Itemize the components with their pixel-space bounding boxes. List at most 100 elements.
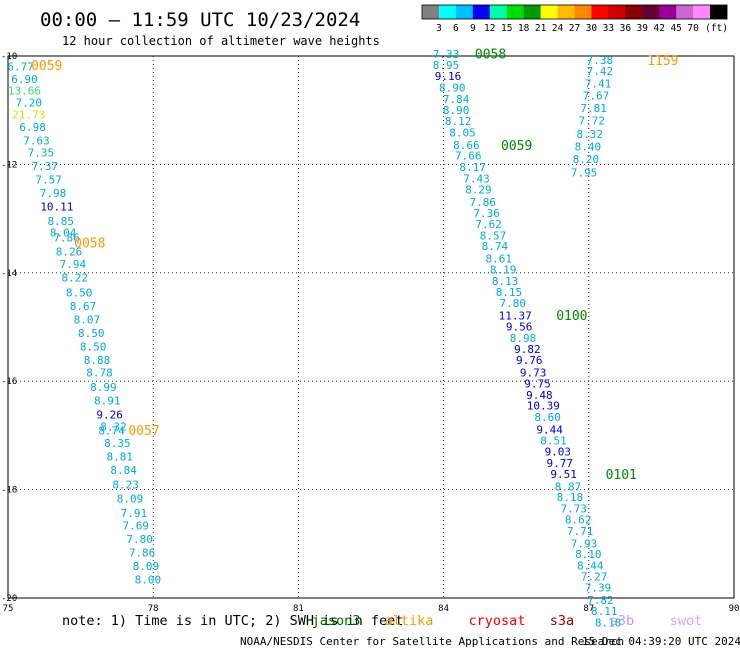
colorbar-tick-label: 18 bbox=[518, 23, 530, 34]
wave-height-point: 8.78 bbox=[86, 367, 113, 380]
wave-height-point: 6.98 bbox=[19, 121, 46, 134]
colorbar-swatch bbox=[455, 5, 474, 19]
colorbar-tick-label: 21 bbox=[535, 23, 547, 34]
wave-height-point: 8.05 bbox=[449, 126, 476, 139]
wave-height-point: 8.35 bbox=[104, 437, 131, 450]
y-tick-label: -10 bbox=[1, 52, 17, 62]
plot-frame bbox=[7, 55, 735, 599]
wave-height-point: 7.66 bbox=[455, 150, 482, 163]
wave-height-point: 8.40 bbox=[575, 141, 602, 154]
y-tick-labels: -10 -12 -14 -16 -18 -20 bbox=[1, 52, 17, 604]
wave-height-point: 8.07 bbox=[74, 313, 101, 326]
wave-height-point: 8.09 bbox=[133, 560, 160, 573]
wave-height-point: 9.26 bbox=[96, 408, 123, 421]
wave-height-point: 8.09 bbox=[117, 492, 144, 505]
wave-height-point: 7.39 bbox=[585, 582, 612, 595]
legend-item-swot: swot bbox=[670, 613, 703, 629]
wave-height-point: 9.51 bbox=[550, 468, 577, 481]
wave-height-point: 8.18 bbox=[557, 491, 584, 504]
x-tick-label: 81 bbox=[293, 604, 304, 614]
colorbar-swatch bbox=[540, 5, 558, 19]
colorbar-tick-label: 6 bbox=[453, 23, 459, 34]
wave-height-point: 7.73 bbox=[561, 503, 588, 516]
wave-height-point: 7.82 bbox=[587, 594, 614, 607]
wave-height-point: 8.32 bbox=[100, 421, 127, 434]
wave-height-point: 7.41 bbox=[585, 78, 612, 91]
wave-height-point: 8.17 bbox=[459, 161, 486, 174]
colorbar-swatch bbox=[693, 5, 711, 19]
footer-timestamp: 15 Dec 04:39:20 UTC 2024 bbox=[582, 635, 740, 648]
wave-height-point: 7.27 bbox=[581, 570, 608, 583]
wave-height-point: 7.86 bbox=[470, 196, 497, 209]
colorbar-tick-label: 33 bbox=[603, 23, 614, 34]
wave-height-point: 8.91 bbox=[94, 395, 121, 408]
wave-height-point: 7.33 bbox=[433, 48, 460, 61]
x-tick-label: 78 bbox=[148, 604, 159, 614]
wave-height-point: 7.35 bbox=[28, 146, 55, 159]
wave-height-point: 7.94 bbox=[60, 258, 87, 271]
wave-height-point: 8.04 bbox=[50, 227, 77, 240]
wave-height-point: 9.56 bbox=[506, 320, 533, 333]
wave-height-point: 9.03 bbox=[545, 446, 572, 459]
legend-item-s3a: s3a bbox=[550, 613, 574, 629]
wave-height-point: 7.69 bbox=[123, 519, 150, 532]
colorbar-swatch bbox=[422, 5, 440, 19]
wave-height-point: 7.80 bbox=[126, 533, 153, 546]
colorbar-tick-label: 42 bbox=[653, 23, 664, 34]
data-points: 6.776.9013.667.2021.736.987.637.357.377.… bbox=[7, 48, 621, 630]
wave-height-point: 9.73 bbox=[520, 367, 547, 380]
wave-height-point: 9.76 bbox=[516, 354, 543, 367]
colorbar-swatch bbox=[523, 5, 541, 19]
wave-height-point: 8.18 bbox=[595, 616, 622, 629]
wave-height-point: 8.98 bbox=[510, 332, 537, 345]
wave-height-point: 8.66 bbox=[453, 139, 480, 152]
wave-height-point: 7.62 bbox=[475, 218, 502, 231]
wave-height-point: 11.37 bbox=[499, 310, 532, 323]
wave-height-point: 8.11 bbox=[591, 605, 618, 618]
wave-height-point: 8.23 bbox=[112, 479, 139, 492]
colorbar-tick-label: 3 bbox=[436, 23, 442, 34]
wave-height-point: 8.90 bbox=[439, 81, 466, 94]
wave-height-point: 9.48 bbox=[526, 389, 553, 402]
wave-height-point: 7.86 bbox=[53, 232, 80, 245]
x-tick-label: 75 bbox=[3, 604, 14, 614]
pass-time-annotation: 0057 bbox=[128, 424, 159, 439]
wave-height-point: 8.32 bbox=[577, 128, 604, 141]
legend-item-s3b: s3b bbox=[610, 613, 634, 629]
pass-time-annotation: 0059 bbox=[31, 59, 62, 74]
wave-height-point: 7.57 bbox=[35, 174, 62, 187]
wave-height-point: 8.84 bbox=[110, 464, 137, 477]
colorbar-swatch bbox=[591, 5, 609, 19]
wave-height-point: 7.91 bbox=[121, 507, 148, 520]
grid-lines bbox=[8, 56, 734, 598]
wave-height-point: 10.39 bbox=[527, 400, 560, 413]
wave-height-point: 8.29 bbox=[465, 183, 492, 196]
chart-subtitle: 12 hour collection of altimeter wave hei… bbox=[62, 34, 380, 48]
colorbar: 3 6 9 12 15 18 21 24 27 30 33 36 39 42 45 70 (ft) bbox=[421, 4, 728, 34]
wave-height-point: 8.15 bbox=[496, 286, 523, 299]
satellite-legend: jason3 altika cryosat s3a s3b swot bbox=[312, 613, 703, 629]
colorbar-swatch bbox=[625, 5, 643, 19]
colorbar-swatch bbox=[710, 5, 728, 19]
wave-height-point: 7.67 bbox=[583, 90, 610, 103]
wave-height-point: 7.43 bbox=[463, 172, 490, 185]
colorbar-tick-label: 27 bbox=[569, 23, 580, 34]
pass-time-annotation: 0059 bbox=[501, 139, 532, 154]
colorbar-tick-label: 70 bbox=[687, 23, 699, 34]
wave-height-point: 7.63 bbox=[23, 135, 50, 148]
colorbar-tick-label: 24 bbox=[552, 23, 564, 34]
colorbar-swatch bbox=[438, 5, 457, 19]
x-tick-label: 84 bbox=[438, 604, 449, 614]
pass-time-annotation: 0058 bbox=[74, 236, 105, 251]
wave-height-point: 8.99 bbox=[90, 381, 117, 394]
pass-time-annotation: 0058 bbox=[475, 47, 506, 62]
wave-height-point: 9.82 bbox=[514, 343, 541, 356]
wave-height-point: 8.51 bbox=[540, 434, 567, 447]
wave-height-point: 8.74 bbox=[482, 240, 509, 253]
wave-height-point: 7.20 bbox=[16, 97, 43, 110]
wave-height-point: 8.87 bbox=[555, 480, 582, 493]
wave-height-point: 8.13 bbox=[492, 275, 519, 288]
y-tick-label: -20 bbox=[1, 594, 17, 604]
colorbar-swatch bbox=[472, 5, 491, 19]
